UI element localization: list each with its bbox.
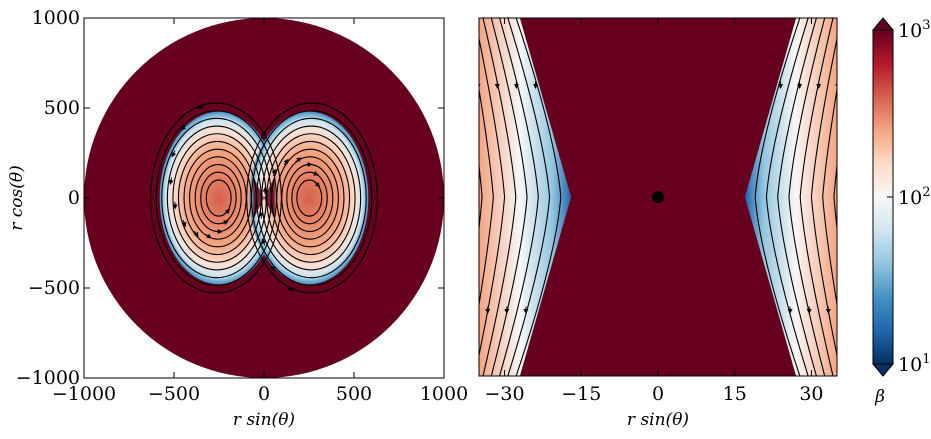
left-xtick-label: 0: [258, 383, 270, 405]
right-xtick-label: −15: [561, 383, 601, 405]
field-line: [291, 171, 328, 225]
left-ytick-label: 0: [68, 187, 80, 209]
colorbar-tick-exp: 3: [922, 18, 930, 33]
colorbar-tick-label: 103: [898, 18, 930, 42]
field-line: [256, 117, 367, 279]
colorbar-tick-exp: 1: [922, 352, 930, 367]
field-line: [281, 156, 339, 240]
field-arrow: [314, 181, 321, 188]
left-ytick-label: 500: [44, 97, 80, 119]
field-arrow: [295, 157, 302, 163]
left-ytick-label: −1000: [16, 367, 80, 389]
right-panel: [479, 18, 837, 376]
field-line: [777, 18, 818, 376]
field-line: [276, 148, 345, 248]
colorbar-tick-base: 10: [898, 20, 922, 42]
right-xlabel: r sin(θ): [627, 410, 689, 430]
left-panel: [84, 18, 444, 378]
field-arrow: [171, 150, 177, 158]
field-arrow: [258, 210, 264, 219]
field-arrow: [205, 233, 212, 239]
field-arrow: [196, 104, 205, 109]
lobe-right: [249, 111, 369, 285]
field-arrow: [193, 230, 199, 238]
colorbar-tick-base: 10: [898, 187, 922, 209]
left-ylabel: r cos(θ): [7, 165, 27, 231]
left-ytick-label: −500: [28, 277, 80, 299]
field-arrow: [224, 208, 231, 215]
colorbar-bottom-extension: [871, 363, 895, 377]
central-dot: [652, 191, 664, 203]
lobe-left: [159, 111, 279, 285]
field-arrow: [270, 265, 277, 272]
left-field-lines: [150, 102, 378, 294]
colorbar-tick-label: 102: [898, 185, 930, 209]
left-ytick-label: 1000: [32, 7, 80, 29]
field-line: [822, 86, 837, 308]
field-line: [296, 179, 323, 217]
left-xlabel: r sin(θ): [233, 410, 295, 430]
field-line: [479, 161, 483, 233]
field-arrow: [168, 177, 174, 186]
field-line: [266, 133, 356, 263]
colorbar-label: β: [874, 387, 885, 407]
left-xtick-label: 1000: [420, 383, 468, 405]
field-line: [833, 161, 837, 233]
colorbar-tick-base: 10: [898, 354, 922, 376]
field-line: [261, 125, 362, 271]
left-xtick-label: −500: [148, 383, 200, 405]
right-xtick-label: 30: [799, 383, 823, 405]
field-arrow: [305, 162, 313, 168]
field-arrow: [261, 238, 267, 246]
colorbar-top-extension: [871, 17, 895, 31]
field-arrow: [271, 168, 277, 176]
field-arrow: [181, 220, 187, 228]
field-line: [205, 179, 232, 217]
left-xtick-label: 500: [336, 383, 372, 405]
field-line: [754, 18, 801, 376]
left-xtick-label: −1000: [52, 383, 116, 405]
field-arrow: [311, 171, 319, 176]
field-line: [498, 18, 539, 376]
field-arrow: [180, 124, 187, 131]
field-line: [251, 110, 373, 286]
field-arrow: [215, 228, 223, 234]
field-line: [246, 102, 378, 294]
right-field-lines: [479, 18, 837, 376]
left-ticks: −1000 −500 0 500 1000 1000 500 0 −500 −1000: [16, 7, 468, 405]
colorbar-tick-label: 101: [898, 352, 930, 376]
field-line: [200, 171, 237, 225]
field-line: [271, 140, 351, 256]
field-arrow: [283, 158, 289, 166]
colorbar-tick-exp: 2: [922, 185, 930, 200]
field-line: [515, 18, 562, 376]
field-line: [479, 86, 494, 308]
field-arrow: [221, 220, 229, 225]
equatorial-pinch: [253, 176, 275, 220]
right-xtick-label: 0: [652, 383, 664, 405]
left-lobes: [84, 18, 444, 378]
right-ticks: −30 −15 0 15 30: [485, 18, 824, 405]
right-xtick-label: 15: [723, 383, 747, 405]
right-xtick-label: −30: [485, 383, 525, 405]
field-arrow: [286, 287, 295, 292]
